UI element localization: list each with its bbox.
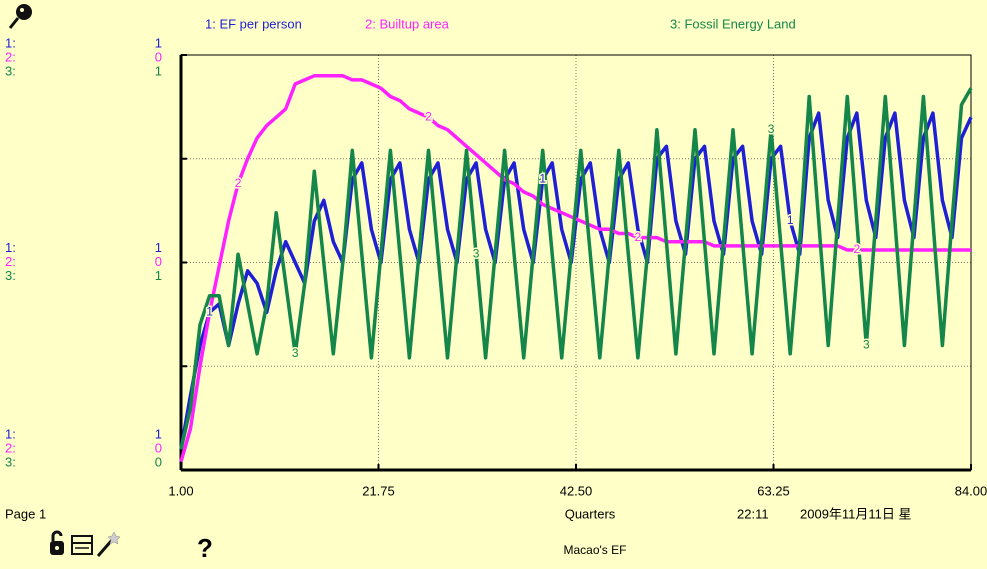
series-marker: 1 <box>206 304 213 318</box>
x-tick-label: 21.75 <box>362 483 395 498</box>
series-marker: 2 <box>635 230 642 244</box>
legend-entry: 3: Fossil Energy Land <box>670 16 796 31</box>
wand-icon[interactable] <box>96 531 121 557</box>
axis-key: 1: <box>5 35 16 50</box>
axis-key: 1: <box>5 240 16 255</box>
axis-key: 2: <box>5 49 16 64</box>
axis-label: 1 <box>155 63 162 78</box>
x-tick-label: 1.00 <box>168 483 193 498</box>
axis-key: 2: <box>5 440 16 455</box>
axis-label: 0 <box>155 440 162 455</box>
series-marker: 3 <box>768 122 775 136</box>
axis-label: 1 <box>155 240 162 255</box>
help-icon[interactable]: ? <box>197 533 213 563</box>
series-marker: 2 <box>853 242 860 256</box>
series-marker: 3 <box>292 346 299 360</box>
series-marker: 2 <box>235 176 242 190</box>
axis-key: 3: <box>5 63 16 78</box>
axis-label: 0 <box>155 49 162 64</box>
legend-entry: 2: Builtup area <box>365 16 450 31</box>
chart-title: Macao's EF <box>564 543 627 557</box>
axis-label: 0 <box>155 454 162 469</box>
date-label: 2009年11月11日 星 <box>800 506 912 521</box>
graph-tool-icon[interactable] <box>8 4 32 29</box>
axis-label: 1 <box>155 268 162 283</box>
series-line <box>179 87 973 450</box>
axis-label: 0 <box>155 254 162 269</box>
series-marker: 1 <box>539 172 546 186</box>
series-marker: 2 <box>425 109 432 123</box>
x-axis-label: Quarters <box>565 506 616 521</box>
legend-entry: 1: EF per person <box>205 16 302 31</box>
time-label: 22:11 <box>737 506 769 521</box>
series-marker: 1 <box>787 213 794 227</box>
x-tick-label: 84.00 <box>955 483 987 498</box>
print-icon[interactable] <box>71 535 93 555</box>
series-marker: 3 <box>473 246 480 260</box>
page-label: Page 1 <box>5 506 46 521</box>
axis-label: 1 <box>155 35 162 50</box>
lock-icon[interactable] <box>50 530 64 555</box>
axis-key: 2: <box>5 254 16 269</box>
axis-key: 1: <box>5 426 16 441</box>
x-tick-label: 63.25 <box>757 483 790 498</box>
axis-label: 1 <box>155 426 162 441</box>
axis-key: 3: <box>5 454 16 469</box>
x-tick-label: 42.50 <box>560 483 593 498</box>
series-marker: 3 <box>863 338 870 352</box>
axis-key: 3: <box>5 268 16 283</box>
